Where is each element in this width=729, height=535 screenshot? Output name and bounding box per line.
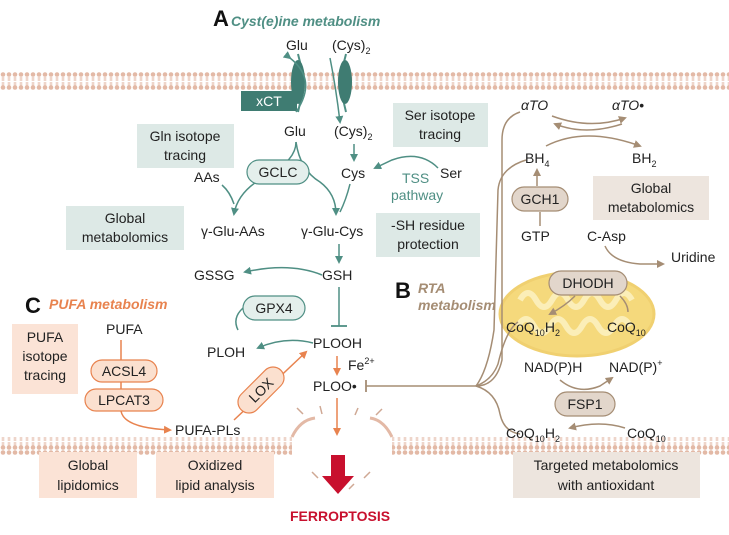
svg-text:Targeted metabolomics: Targeted metabolomics <box>534 457 679 473</box>
coq10h2-membrane: CoQ10H2 <box>506 425 560 444</box>
cystine-intracellular: (Cys)2 <box>334 123 372 142</box>
uridine: Uridine <box>671 249 716 265</box>
fsp1-label: FSP1 <box>567 396 602 412</box>
lpcat3-label: LPCAT3 <box>98 392 150 408</box>
membrane-top <box>0 72 729 90</box>
svg-text:Oxidized: Oxidized <box>188 457 242 473</box>
section-b-title-line1: RTA <box>418 280 445 296</box>
svg-text:lipidomics: lipidomics <box>57 477 118 493</box>
bh2: BH2 <box>632 150 656 169</box>
gssg: GSSG <box>194 267 234 283</box>
section-c-title: PUFA metabolism <box>49 296 168 312</box>
cys: Cys <box>341 165 365 181</box>
nadph: NAD(P)H <box>524 359 582 375</box>
gch1-label: GCH1 <box>521 191 560 207</box>
svg-text:Global: Global <box>105 210 145 226</box>
xct-label: xCT <box>256 93 282 109</box>
svg-text:isotope: isotope <box>22 348 67 364</box>
aas: AAs <box>194 169 220 185</box>
global-metabolomics-b-box: Global metabolomics <box>593 176 709 220</box>
membrane-rupture <box>290 416 394 438</box>
alpha-tocopherol-radical: αTO• <box>612 97 644 113</box>
oxidized-lipid-box: Oxidized lipid analysis <box>156 452 274 498</box>
iron: Fe2+ <box>348 356 375 373</box>
bh4: BH4 <box>525 150 549 169</box>
plooh: PLOOH <box>313 335 362 351</box>
targeted-metabolomics-box: Targeted metabolomics with antioxidant <box>513 452 700 498</box>
membrane-bottom-right <box>392 437 729 455</box>
acsl4-enzyme[interactable] <box>90 359 158 383</box>
acsl4-label: ACSL4 <box>102 363 147 379</box>
coq10-membrane: CoQ10 <box>627 425 666 444</box>
pufa-pls: PUFA-PLs <box>175 422 240 438</box>
glu-intracellular: Glu <box>284 123 306 139</box>
gsh: GSH <box>322 267 352 283</box>
gamma-glu-cys: γ-Glu-Cys <box>301 223 363 239</box>
lpcat3-enzyme[interactable] <box>84 388 164 412</box>
ser-tracing-box: Ser isotope tracing <box>393 103 488 147</box>
gclc-label: GCLC <box>259 164 298 180</box>
gch1-enzyme[interactable] <box>511 186 569 212</box>
fsp1-enzyme[interactable] <box>554 391 616 417</box>
dhodh-enzyme[interactable] <box>548 270 628 296</box>
section-a-title: Cyst(e)ine metabolism <box>231 13 380 29</box>
c-asp: C-Asp <box>587 228 626 244</box>
ploh: PLOH <box>207 344 245 360</box>
gtp: GTP <box>521 228 550 244</box>
svg-text:tracing: tracing <box>24 367 66 383</box>
dhodh-label: DHODH <box>562 275 613 291</box>
cystine-extracellular: (Cys)2 <box>332 37 370 56</box>
xct-transporter[interactable]: xCT <box>241 53 352 113</box>
svg-text:metabolomics: metabolomics <box>82 229 168 245</box>
gpx4-label: GPX4 <box>255 300 293 316</box>
pufa: PUFA <box>106 321 143 337</box>
sh-protection-box: -SH residue protection <box>376 213 480 257</box>
glu-extracellular: Glu <box>286 37 308 53</box>
svg-text:protection: protection <box>397 236 458 252</box>
ser: Ser <box>440 165 462 181</box>
gclc-enzyme[interactable] <box>246 159 310 185</box>
membrane-bottom-left <box>0 437 292 455</box>
global-lipidomics-box: Global lipidomics <box>39 452 137 498</box>
section-a-letter: A <box>213 6 229 31</box>
coq10-mito: CoQ10 <box>607 319 646 338</box>
svg-text:PUFA: PUFA <box>27 329 64 345</box>
svg-text:Global: Global <box>631 180 671 196</box>
svg-text:Global: Global <box>68 457 108 473</box>
ferroptosis-label: FERROPTOSIS <box>290 508 390 524</box>
tss-line1: TSS <box>402 170 429 186</box>
svg-text:tracing: tracing <box>419 126 461 142</box>
svg-text:metabolomics: metabolomics <box>608 199 694 215</box>
svg-text:tracing: tracing <box>164 147 206 163</box>
pufa-tracing-box: PUFA isotope tracing <box>12 324 78 394</box>
gln-tracing-box: Gln isotope tracing <box>137 124 234 168</box>
svg-text:with antioxidant: with antioxidant <box>557 477 655 493</box>
lox-enzyme[interactable]: LOX <box>233 362 288 417</box>
svg-text:Ser isotope: Ser isotope <box>405 107 476 123</box>
gamma-glu-aas: γ-Glu-AAs <box>201 223 265 239</box>
section-c-letter: C <box>25 293 41 318</box>
tss-line2: pathway <box>391 187 443 203</box>
rta-connections <box>475 111 527 435</box>
svg-text:Gln isotope: Gln isotope <box>150 128 221 144</box>
svg-text:lipid analysis: lipid analysis <box>175 477 254 493</box>
global-metabolomics-a-box: Global metabolomics <box>66 206 184 250</box>
ferroptosis-arrow <box>322 455 354 494</box>
coq10h2-mito: CoQ10H2 <box>506 319 560 338</box>
section-b-title-line2: metabolism <box>418 297 496 313</box>
alpha-tocopherol: αTO <box>521 97 548 113</box>
section-b-letter: B <box>395 278 411 303</box>
nadp-plus: NAD(P)+ <box>609 358 663 375</box>
ploo-radical: PLOO• <box>313 378 357 394</box>
svg-text:-SH residue: -SH residue <box>391 217 465 233</box>
